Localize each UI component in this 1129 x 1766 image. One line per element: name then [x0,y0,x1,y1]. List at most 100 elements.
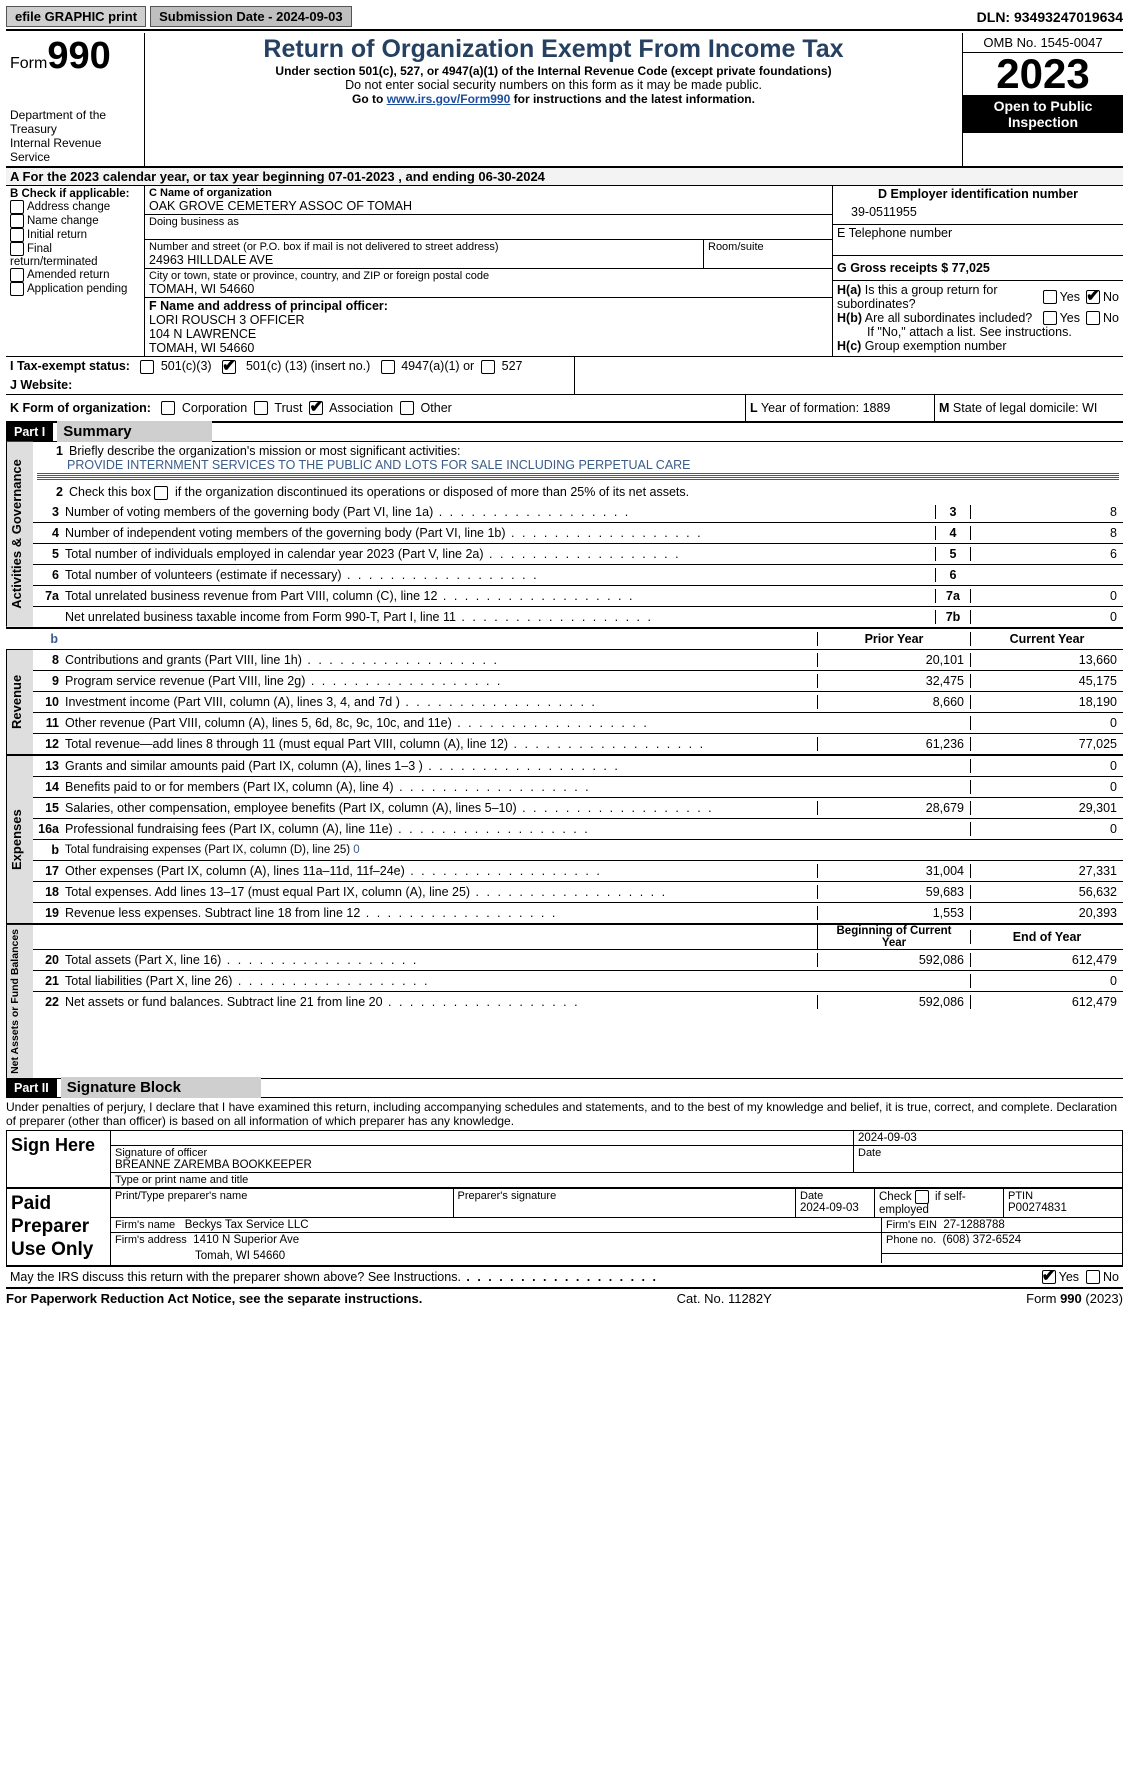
checkbox-final-return[interactable]: Final return/terminated [10,242,140,268]
efile-graphic-button[interactable]: efile GRAPHIC print [6,6,146,27]
summary-line: 10 Investment income (Part VIII, column … [33,692,1123,713]
org-info-block: B Check if applicable: Address change Na… [6,186,1123,357]
sig-officer-label: Signature of officer [115,1147,849,1159]
checkbox-501c[interactable] [222,360,236,374]
checkbox-name-change[interactable]: Name change [10,214,140,228]
submission-date-label: Submission Date - 2024-09-03 [150,6,352,27]
discuss-yes-checkbox[interactable] [1042,1270,1056,1284]
ha-yes-checkbox[interactable] [1043,290,1057,304]
officer-addr1: 104 N LAWRENCE [149,327,828,341]
city-label: City or town, state or province, country… [149,270,828,282]
org-name: OAK GROVE CEMETERY ASSOC OF TOMAH [149,199,828,213]
checkbox-address-change[interactable]: Address change [10,200,140,214]
paid-preparer-block: PaidPreparerUse Only Print/Type preparer… [6,1189,1123,1267]
dept-label: Department of the Treasury [10,108,140,136]
phone-label: Phone no. [886,1234,936,1246]
ein-value: 39-0511955 [837,201,1119,223]
line-b-label: b [32,632,64,646]
irs-label: Internal Revenue Service [10,136,140,164]
section-e-label: E Telephone number [837,226,1119,240]
summary-line: 4 Number of independent voting members o… [33,523,1123,544]
irs-link[interactable]: www.irs.gov/Form990 [387,92,511,106]
begin-year-header: Beginning of Current Year [817,925,970,949]
checkbox-trust[interactable] [254,401,268,415]
checkbox-other[interactable] [400,401,414,415]
summary-line: 15 Salaries, other compensation, employe… [33,798,1123,819]
irs-discuss-text: May the IRS discuss this return with the… [10,1270,1042,1284]
summary-line: 19 Revenue less expenses. Subtract line … [33,903,1123,923]
form-subtitle-3: Go to www.irs.gov/Form990 for instructio… [149,92,958,106]
self-employed-checkbox[interactable] [915,1190,929,1204]
hb-note: If "No," attach a list. See instructions… [837,325,1119,339]
summary-line: 13 Grants and similar amounts paid (Part… [33,756,1123,777]
part-1-badge: Part I [6,423,53,441]
self-employed-check: Check if self-employed [875,1189,1004,1217]
firm-addr-label: Firm's address [115,1234,187,1246]
form-subtitle-1: Under section 501(c), 527, or 4947(a)(1)… [149,64,958,78]
firm-name-label: Firm's name [115,1219,175,1231]
checkbox-527[interactable] [481,360,495,374]
line-2-checkbox[interactable] [154,486,168,500]
ptin-label: PTIN [1008,1190,1118,1202]
checkbox-amended-return[interactable]: Amended return [10,268,140,282]
section-i-tax-exempt: I Tax-exempt status: 501(c)(3) 501(c) (1… [10,359,570,374]
firm-addr1: 1410 N Superior Ave [193,1234,299,1246]
footer-left: For Paperwork Reduction Act Notice, see … [6,1291,422,1306]
ptin-value: P00274831 [1008,1202,1118,1214]
firm-ein-label: Firm's EIN [886,1219,937,1231]
open-inspection-badge: Open to PublicInspection [963,95,1123,133]
firm-name: Beckys Tax Service LLC [185,1219,309,1231]
discuss-no-checkbox[interactable] [1086,1270,1100,1284]
dln-label: DLN: 93493247019634 [977,9,1123,25]
hb-yes-checkbox[interactable] [1043,311,1057,325]
summary-line: 14 Benefits paid to or for members (Part… [33,777,1123,798]
sign-here-label: Sign Here [7,1131,111,1187]
section-l-year: L Year of formation: 1889 [745,395,934,422]
dba-label: Doing business as [149,216,828,228]
firm-ein: 27-1288788 [943,1219,1004,1231]
end-year-header: End of Year [970,930,1123,944]
tax-year: 2023 [963,53,1123,95]
checkbox-application-pending[interactable]: Application pending [10,282,140,296]
room-label: Room/suite [708,241,828,253]
perjury-statement: Under penalties of perjury, I declare th… [6,1098,1123,1130]
current-year-header: Current Year [970,632,1123,646]
addr-label: Number and street (or P.O. box if mail i… [149,241,699,253]
revenue-vlabel: Revenue [6,650,33,754]
part-1-title: Summary [57,421,211,442]
officer-signature: BREANNE ZAREMBA BOOKKEEPER [115,1159,849,1171]
ha-no-checkbox[interactable] [1086,290,1100,304]
page-footer: For Paperwork Reduction Act Notice, see … [6,1291,1123,1306]
form-header: Form990 Department of the Treasury Inter… [6,33,1123,168]
checkbox-501c3[interactable] [140,360,154,374]
summary-line: 12 Total revenue—add lines 8 through 11 … [33,734,1123,754]
hb-no-checkbox[interactable] [1086,311,1100,325]
sign-here-block: Sign Here 2024-09-03 Signature of office… [6,1130,1123,1189]
footer-mid: Cat. No. 11282Y [677,1291,772,1306]
part-2-badge: Part II [6,1079,57,1097]
phone-value: (608) 372-6524 [943,1234,1022,1246]
section-hc-label: H(c) Group exemption number [837,339,1119,353]
sig-date-label: Date [858,1147,1118,1159]
section-a-tax-year: A For the 2023 calendar year, or tax yea… [6,168,1123,186]
prior-year-header: Prior Year [817,632,970,646]
summary-line: 22 Net assets or fund balances. Subtract… [33,992,1123,1012]
form-title: Return of Organization Exempt From Incom… [149,35,958,64]
section-k-form-org: K Form of organization: Corporation Trus… [6,395,745,422]
summary-line: 17 Other expenses (Part IX, column (A), … [33,861,1123,882]
checkbox-initial-return[interactable]: Initial return [10,228,140,242]
summary-line: Net unrelated business taxable income fr… [33,607,1123,627]
summary-line: 3 Number of voting members of the govern… [33,502,1123,523]
section-f-label: F Name and address of principal officer: [149,299,828,313]
checkbox-corporation[interactable] [161,401,175,415]
prep-date: 2024-09-03 [800,1202,870,1214]
city-state-zip: TOMAH, WI 54660 [149,282,828,296]
form-subtitle-2: Do not enter social security numbers on … [149,78,958,92]
summary-line: b Total fundraising expenses (Part IX, c… [33,840,1123,861]
summary-line: 18 Total expenses. Add lines 13–17 (must… [33,882,1123,903]
governance-vlabel: Activities & Governance [6,442,33,627]
section-m-state: M State of legal domicile: WI [934,395,1123,422]
checkbox-4947[interactable] [381,360,395,374]
summary-line: 21 Total liabilities (Part X, line 26) 0 [33,971,1123,992]
checkbox-association[interactable] [309,401,323,415]
